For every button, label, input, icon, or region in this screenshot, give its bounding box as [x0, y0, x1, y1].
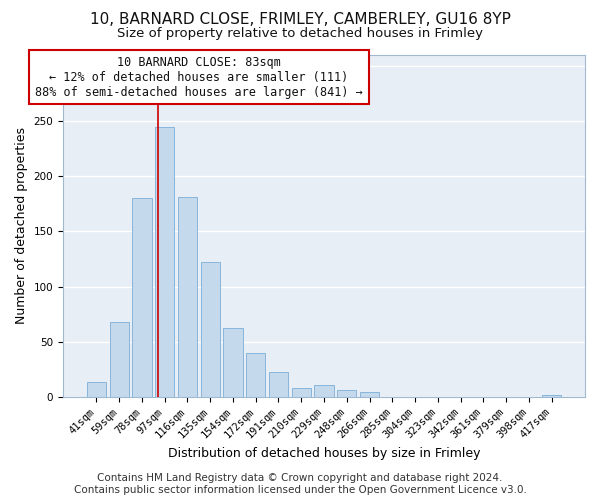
Bar: [178, 197, 197, 396]
Text: 10, BARNARD CLOSE, FRIMLEY, CAMBERLEY, GU16 8YP: 10, BARNARD CLOSE, FRIMLEY, CAMBERLEY, G…: [89, 12, 511, 28]
Bar: [223, 328, 242, 396]
Bar: [132, 198, 152, 396]
Bar: [110, 322, 129, 396]
Bar: [246, 352, 265, 397]
Bar: [314, 384, 334, 396]
Y-axis label: Number of detached properties: Number of detached properties: [15, 128, 28, 324]
Text: Size of property relative to detached houses in Frimley: Size of property relative to detached ho…: [117, 28, 483, 40]
Text: Contains HM Land Registry data © Crown copyright and database right 2024.
Contai: Contains HM Land Registry data © Crown c…: [74, 474, 526, 495]
Bar: [360, 392, 379, 396]
Bar: [542, 394, 561, 396]
Bar: [87, 382, 106, 396]
Bar: [292, 388, 311, 396]
Bar: [200, 262, 220, 396]
Bar: [269, 372, 288, 396]
Bar: [337, 390, 356, 396]
Bar: [155, 126, 175, 396]
Text: 10 BARNARD CLOSE: 83sqm
← 12% of detached houses are smaller (111)
88% of semi-d: 10 BARNARD CLOSE: 83sqm ← 12% of detache…: [35, 56, 363, 98]
X-axis label: Distribution of detached houses by size in Frimley: Distribution of detached houses by size …: [168, 447, 480, 460]
